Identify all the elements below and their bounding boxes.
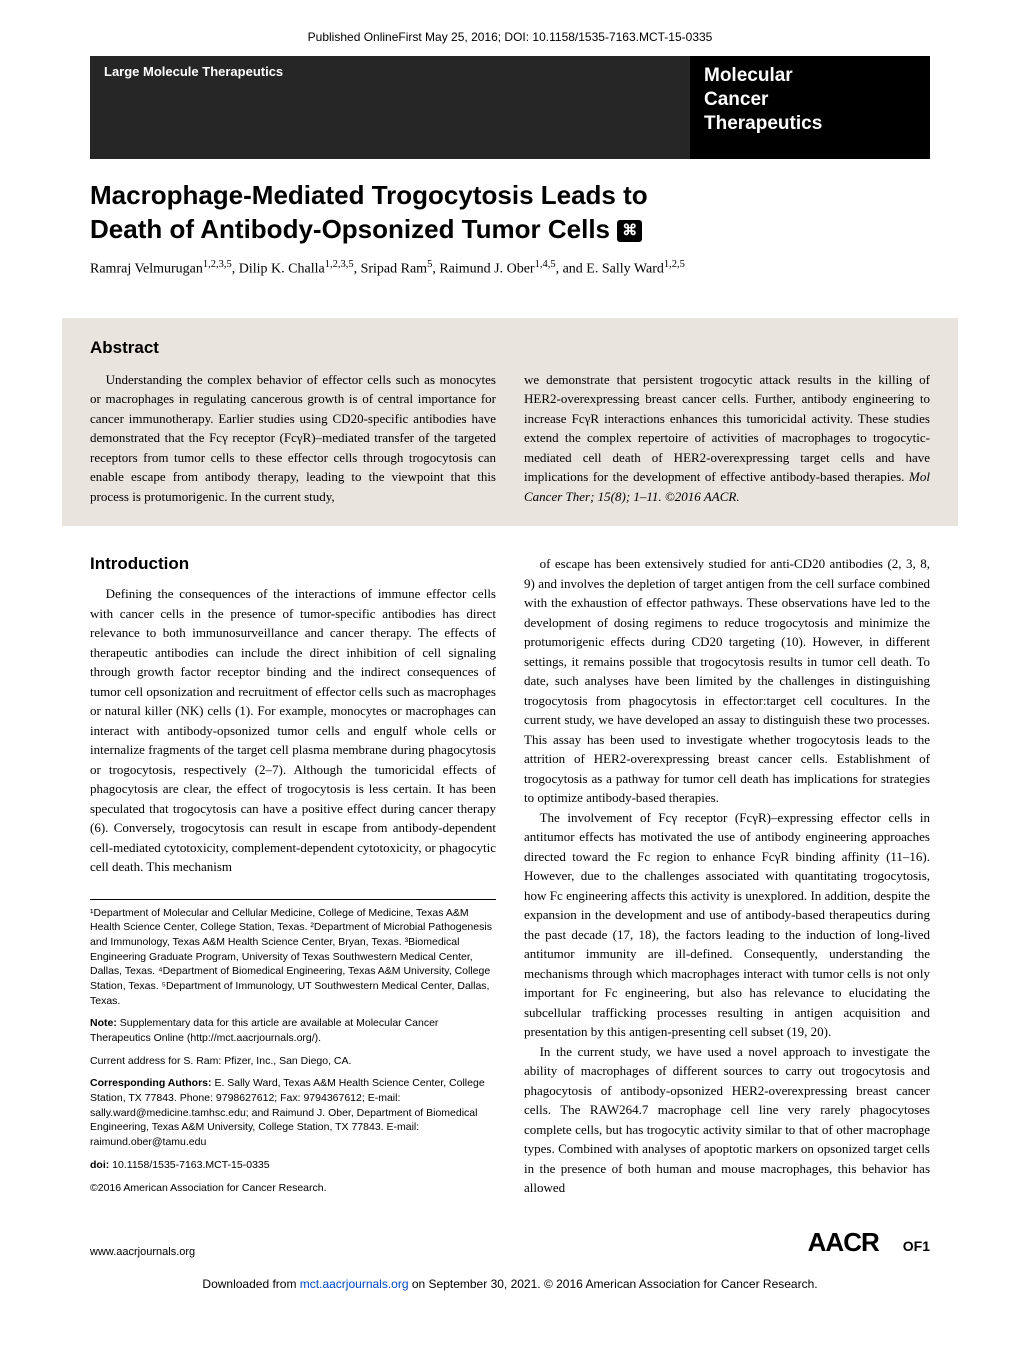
corr-label: Corresponding Authors: [90, 1077, 212, 1089]
author-3: , Sripad Ram [354, 262, 428, 277]
journal-line-1: Molecular [704, 64, 916, 88]
abstract-heading: Abstract [90, 338, 930, 358]
author-5-aff: 1,2,5 [664, 259, 685, 270]
supplementary-note: Note: Supplementary data for this articl… [90, 1016, 496, 1045]
article-page: Published OnlineFirst May 25, 2016; DOI:… [0, 0, 1020, 1313]
article-title: Macrophage-Mediated Trogocytosis Leads t… [90, 179, 710, 247]
abstract-columns: Understanding the complex behavior of ef… [90, 370, 930, 507]
author-5: , and E. Sally Ward [556, 262, 664, 277]
abstract-text-left: Understanding the complex behavior of ef… [90, 370, 496, 507]
online-first-notice: Published OnlineFirst May 25, 2016; DOI:… [90, 30, 930, 44]
footer-url: www.aacrjournals.org [90, 1246, 195, 1258]
body-col-right: of escape has been extensively studied f… [524, 554, 930, 1203]
doi-label: doi: [90, 1159, 109, 1171]
download-notice: Downloaded from mct.aacrjournals.org on … [90, 1276, 930, 1293]
doi: doi: 10.1158/1535-7163.MCT-15-0335 [90, 1158, 496, 1173]
affiliations: ¹Department of Molecular and Cellular Me… [90, 906, 496, 1009]
copyright: ©2016 American Association for Cancer Re… [90, 1181, 496, 1196]
download-pre: Downloaded from [202, 1277, 299, 1291]
abstract-col-right: we demonstrate that persistent trogocyti… [524, 370, 930, 507]
supplementary-icon: ⌘ [617, 220, 642, 242]
article-category: Large Molecule Therapeutics [90, 56, 690, 159]
download-link[interactable]: mct.aacrjournals.org [300, 1277, 409, 1291]
body-p3: In the current study, we have used a nov… [524, 1042, 930, 1198]
author-4: , Raimund J. Ober [432, 262, 534, 277]
author-1-aff: 1,2,3,5 [203, 259, 232, 270]
footnotes: ¹Department of Molecular and Cellular Me… [90, 899, 496, 1196]
title-block: Macrophage-Mediated Trogocytosis Leads t… [90, 179, 710, 279]
page-footer: www.aacrjournals.org AACR OF1 [90, 1227, 930, 1258]
corresponding-authors: Corresponding Authors: E. Sally Ward, Te… [90, 1076, 496, 1149]
note-label: Note: [90, 1017, 117, 1029]
aacr-logo: AACR [808, 1227, 879, 1258]
intro-p1: Defining the consequences of the interac… [90, 584, 496, 877]
title-text: Macrophage-Mediated Trogocytosis Leads t… [90, 180, 648, 244]
author-2-aff: 1,2,3,5 [325, 259, 354, 270]
introduction-heading: Introduction [90, 554, 496, 574]
author-2: , Dilip K. Challa [232, 262, 325, 277]
note-text: Supplementary data for this article are … [90, 1017, 438, 1044]
body-p2: The involvement of Fcγ receptor (FcγR)–e… [524, 808, 930, 1042]
body-text-right: of escape has been extensively studied f… [524, 554, 930, 1198]
current-address: Current address for S. Ram: Pfizer, Inc.… [90, 1054, 496, 1069]
footer-logo: AACR OF1 [808, 1227, 930, 1258]
introduction-text: Defining the consequences of the interac… [90, 584, 496, 877]
body-columns: Introduction Defining the consequences o… [90, 554, 930, 1203]
journal-line-3: Therapeutics [704, 112, 916, 136]
author-4-aff: 1,4,5 [535, 259, 556, 270]
header-bar: Large Molecule Therapeutics Molecular Ca… [90, 56, 930, 159]
author-1: Ramraj Velmurugan [90, 262, 203, 277]
journal-name: Molecular Cancer Therapeutics [690, 56, 930, 159]
body-col-left: Introduction Defining the consequences o… [90, 554, 496, 1203]
abstract-section: Abstract Understanding the complex behav… [62, 318, 958, 527]
body-p1: of escape has been extensively studied f… [524, 554, 930, 808]
download-post: on September 30, 2021. © 2016 American A… [409, 1277, 818, 1291]
journal-line-2: Cancer [704, 88, 916, 112]
doi-text: 10.1158/1535-7163.MCT-15-0335 [109, 1159, 269, 1171]
page-number: OF1 [903, 1238, 930, 1254]
abstract-col-left: Understanding the complex behavior of ef… [90, 370, 496, 507]
abstract-text-right: we demonstrate that persistent trogocyti… [524, 370, 930, 507]
author-list: Ramraj Velmurugan1,2,3,5, Dilip K. Chall… [90, 257, 710, 280]
